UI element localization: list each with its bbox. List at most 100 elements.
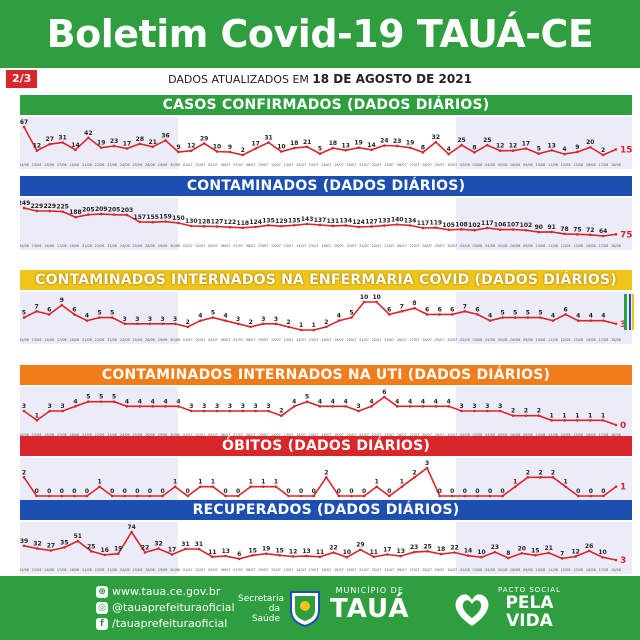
tick-label: 08/07: [246, 433, 256, 437]
tick-label: 08/07: [246, 244, 256, 248]
data-point: [588, 145, 592, 149]
data-point: [254, 409, 257, 413]
data-point: [87, 213, 90, 216]
data-label: 4: [125, 398, 129, 405]
data-point: [447, 228, 450, 232]
data-point: [501, 316, 504, 319]
data-label: 107: [507, 221, 520, 228]
data-point: [408, 146, 412, 149]
data-label: 0: [160, 488, 164, 495]
data-point: [63, 546, 66, 549]
pacto-logo: PACTO SOCIAL PELA VIDA: [498, 586, 561, 630]
tick-label: 28/07: [422, 433, 432, 437]
data-point: [312, 494, 316, 498]
city-name: TAUÁ: [330, 594, 410, 624]
data-label: 21: [149, 139, 157, 146]
data-point: [588, 419, 592, 422]
data-label: 4: [601, 313, 605, 320]
tick-label: 17/06: [57, 433, 67, 437]
data-label: 4: [151, 398, 155, 405]
data-point: [375, 300, 378, 304]
data-label: 14: [71, 142, 79, 149]
data-point: [318, 405, 322, 408]
data-point: [426, 550, 429, 553]
data-point: [254, 147, 257, 150]
update-prefix: DADOS ATUALIZADOS EM: [168, 73, 309, 86]
tick-label: 09/08: [523, 163, 533, 167]
data-point: [539, 316, 542, 319]
data-label: 5: [110, 310, 114, 317]
instagram-icon: ◎: [96, 602, 108, 614]
data-label: 5: [349, 310, 353, 317]
tick-label: 12/08: [561, 568, 571, 572]
data-label: 0: [450, 488, 454, 495]
plot-band: [178, 522, 456, 574]
social-links: ⊕ www.taua.ce.gov.br ◎ @tauaprefeituraofic…: [96, 584, 235, 632]
tick-label: 01/07: [183, 433, 193, 437]
tick-label: 02/07: [195, 433, 205, 437]
data-point: [48, 409, 52, 413]
site-link[interactable]: ⊕ www.taua.ce.gov.br: [96, 584, 235, 600]
data-point: [87, 136, 90, 140]
data-label: 117: [481, 220, 494, 227]
data-point: [237, 557, 241, 561]
data-label: 2: [601, 147, 605, 154]
tick-label: 09/08: [523, 433, 533, 437]
data-label: 5: [211, 310, 215, 317]
data-point: [312, 328, 316, 332]
data-point: [370, 225, 373, 228]
data-label: 19: [354, 140, 362, 147]
tick-label: 05/08: [498, 163, 508, 167]
data-label: 23: [410, 544, 418, 551]
tick-label: 16/08: [586, 163, 596, 167]
data-label: 25: [87, 543, 95, 550]
tick-label: 26/07: [397, 433, 407, 437]
data-label: 4: [408, 398, 412, 405]
tick-label: 19/07: [334, 568, 344, 572]
data-label: 21: [545, 545, 553, 552]
data-label: 2: [538, 469, 542, 476]
data-point: [287, 325, 290, 329]
data-point: [267, 141, 270, 144]
tick-label: 26/07: [397, 163, 407, 167]
tick-label: 20/07: [347, 244, 357, 248]
tick-label: 02/08: [460, 433, 470, 437]
tick-label: 12/07: [271, 338, 281, 342]
data-point: [473, 228, 476, 232]
data-point: [138, 142, 142, 146]
data-label: 18: [290, 140, 298, 147]
data-label: 3: [202, 403, 206, 410]
data-label: 9: [228, 144, 232, 151]
data-label: 22: [450, 545, 458, 552]
tick-label: 13/07: [284, 433, 294, 437]
tick-label: 17/06: [57, 338, 67, 342]
data-point: [318, 152, 322, 156]
data-point: [387, 494, 391, 498]
data-label: 128: [198, 218, 211, 225]
data-label: 7: [560, 550, 564, 557]
tick-label: 19/07: [334, 338, 344, 342]
data-point: [476, 313, 479, 316]
data-point: [614, 233, 618, 236]
panel-title: CONTAMINADOS (DADOS DIÁRIOS): [20, 176, 632, 196]
data-label: 17: [522, 141, 530, 148]
data-label: 134: [339, 217, 352, 224]
instagram-link[interactable]: ◎ @tauaprefeituraoficial: [96, 600, 235, 616]
data-point: [385, 553, 389, 556]
data-label: 25: [457, 137, 465, 144]
data-label: 29: [356, 542, 364, 549]
data-point: [550, 230, 553, 234]
tick-label: 15/06: [32, 163, 42, 167]
data-point: [447, 152, 450, 156]
facebook-link[interactable]: f/tauaprefeituraoficial: [96, 616, 235, 632]
tick-label: 15/07: [309, 163, 319, 167]
data-point: [184, 547, 187, 551]
tick-label: 18/08: [611, 568, 621, 572]
data-point: [614, 558, 618, 562]
data-label: 9: [575, 144, 579, 151]
tick-label: 17/08: [599, 338, 609, 342]
data-label: 4: [551, 313, 555, 320]
tick-label: 27/07: [410, 244, 420, 248]
data-point: [345, 555, 349, 559]
tick-label: 28/06: [145, 338, 155, 342]
